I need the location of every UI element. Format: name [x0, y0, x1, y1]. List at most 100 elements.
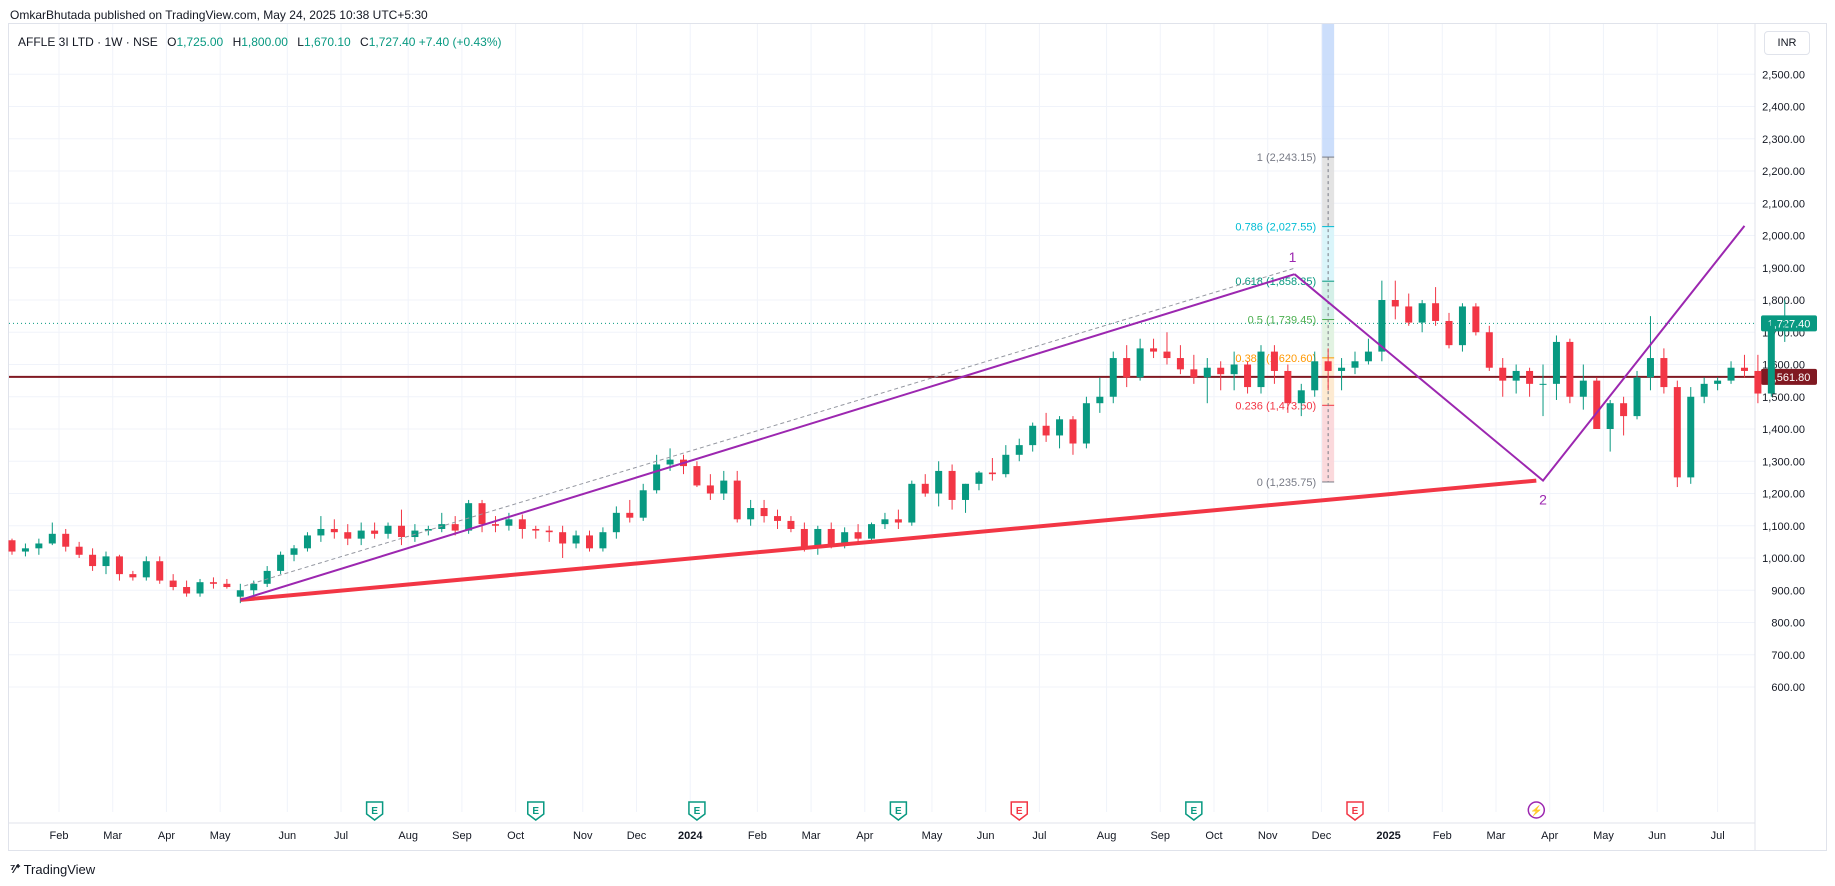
candle-body [1740, 367, 1748, 371]
candle-body [1458, 306, 1466, 346]
candle-body [532, 528, 540, 531]
earnings-marker-icon[interactable] [688, 801, 706, 821]
candle-body [666, 459, 674, 465]
y-tick-label: 2,500.00 [1762, 69, 1805, 81]
x-tick-label: May [210, 830, 231, 842]
x-tick-label: Nov [573, 830, 593, 842]
price-axis-tag [1761, 368, 1817, 385]
earnings-marker-icon[interactable] [365, 801, 384, 821]
earnings-glyph: E [895, 806, 902, 817]
fib-level-label: 0.618 (1,858.35) [1235, 276, 1316, 288]
earnings-marker-icon[interactable] [1185, 801, 1203, 821]
earnings-marker-icon[interactable] [1346, 801, 1364, 821]
candle-body [1391, 300, 1399, 307]
x-tick-label: Jul [1711, 830, 1725, 842]
v-pattern-line[interactable] [1293, 225, 1746, 483]
earnings-glyph: E [371, 806, 378, 817]
candle-body [827, 528, 835, 546]
candle-body [330, 528, 338, 533]
candle-body [451, 524, 459, 531]
candle-body [1767, 325, 1775, 394]
candle-body [62, 533, 70, 547]
candle-body [1324, 361, 1332, 371]
candle-body [371, 530, 379, 534]
candle-body [1244, 364, 1252, 388]
dividend-bolt-icon[interactable] [1527, 801, 1546, 819]
fib-zone-extension [1322, 24, 1335, 158]
candle-body [1727, 367, 1735, 381]
x-tick-label: Feb [748, 830, 767, 842]
symbol-legend: AFFLE 3I LTD · 1W · NSE O1,725.00 H1,800… [18, 35, 502, 49]
candle-body [599, 532, 607, 549]
candle-body [1633, 377, 1641, 417]
candle-body [1432, 303, 1440, 321]
earnings-glyph: E [532, 806, 539, 817]
candle-body [1660, 358, 1668, 388]
change-value: +7.40 (+0.43%) [418, 35, 502, 49]
candle-body [921, 483, 929, 494]
candle-body [1579, 380, 1587, 397]
high-value: 1,800.00 [241, 35, 288, 49]
x-tick-label: Apr [856, 830, 873, 842]
x-tick-label: Aug [1097, 830, 1117, 842]
candle-body [841, 532, 849, 546]
candle-body [397, 525, 405, 538]
candle-body [518, 519, 526, 529]
price-axis-tag-label: 1,561.80 [1768, 372, 1811, 384]
y-tick-label: 2,000.00 [1762, 231, 1805, 243]
tradingview-logo-icon: ⁷⁄ᐩ [10, 861, 21, 876]
y-tick-label: 600.00 [1771, 682, 1805, 694]
x-tick-label: Oct [1205, 830, 1222, 842]
y-tick-label: 1,200.00 [1762, 489, 1805, 501]
candle-body [1700, 383, 1708, 397]
candle-body [706, 485, 714, 494]
candle-body [183, 587, 191, 594]
fib-level-label: 1 (2,243.15) [1257, 152, 1316, 164]
candle-body [1512, 370, 1520, 381]
candle-body [1176, 358, 1184, 370]
candle-body [935, 470, 943, 494]
candle-body [975, 472, 983, 484]
close-label: C [360, 35, 369, 49]
candle-body [962, 483, 970, 500]
candle-body [223, 583, 231, 588]
candle-body [545, 530, 553, 533]
y-tick-label: 800.00 [1771, 618, 1805, 630]
x-tick-label: 2024 [678, 830, 703, 842]
open-label: O [167, 35, 177, 49]
y-tick-label: 1,500.00 [1762, 392, 1805, 404]
x-tick-label: Feb [1433, 830, 1452, 842]
candle-body [290, 548, 298, 555]
rising-trendline[interactable] [240, 273, 1295, 601]
candle-body [1311, 361, 1319, 391]
candle-body [1418, 303, 1426, 323]
candle-body [948, 470, 956, 500]
earnings-marker-icon[interactable] [527, 801, 545, 821]
candle-body [1472, 306, 1480, 333]
candle-body [169, 580, 177, 588]
earnings-marker-icon[interactable] [889, 801, 908, 821]
candle-body [1190, 369, 1198, 378]
dashed-trendline[interactable] [244, 267, 1295, 587]
price-axis-tag [1761, 315, 1817, 332]
candle-body [1109, 358, 1117, 397]
support-trendline[interactable] [240, 478, 1537, 602]
candle-body [384, 525, 392, 534]
low-value: 1,670.10 [303, 35, 351, 49]
candle-body [908, 483, 916, 523]
candle-body [1539, 383, 1547, 385]
candle-body [800, 528, 808, 549]
bolt-glyph: ⚡ [1530, 804, 1542, 817]
candle-body [491, 524, 499, 526]
currency-button[interactable]: INR [1764, 31, 1810, 55]
y-tick-label: 2,400.00 [1762, 102, 1805, 114]
y-tick-label: 2,300.00 [1762, 134, 1805, 146]
fib-band [1322, 405, 1335, 482]
earnings-marker-icon[interactable] [1010, 801, 1028, 821]
x-tick-label: Apr [158, 830, 175, 842]
candle-body [1069, 419, 1077, 444]
candle-body [1714, 380, 1722, 384]
y-tick-label: 900.00 [1771, 585, 1805, 597]
candle-body [1203, 367, 1211, 378]
